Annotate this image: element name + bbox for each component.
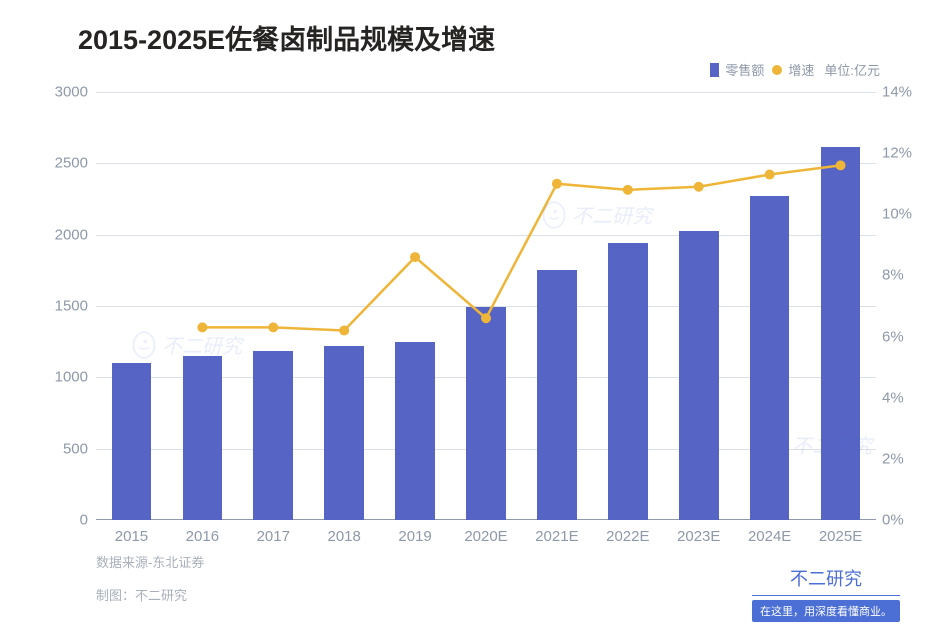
chart-footer: 数据来源-东北证券 制图：不二研究 [96,547,204,612]
x-tick-label: 2015 [115,528,148,545]
y-right-tick-label: 8% [882,267,928,284]
x-tick-label: 2021E [535,528,578,545]
legend: 零售额 增速 单位:亿元 [710,60,880,79]
x-tick-label: 2016 [186,528,219,545]
legend-item-line: 增速 [772,60,814,79]
y-left-tick-label: 1000 [44,369,88,386]
growth-line-marker [268,322,278,332]
x-tick-label: 2022E [606,528,649,545]
brand-name: 不二研究 [752,565,900,591]
chart-plot-area: 0500100015002000250030000%2%4%6%8%10%12%… [96,92,876,520]
y-left-tick-label: 0 [44,512,88,529]
y-right-tick-label: 12% [882,145,928,162]
x-tick-label: 2024E [748,528,791,545]
legend-swatch-bar [710,63,719,77]
y-left-tick-label: 2000 [44,226,88,243]
legend-unit: 单位:亿元 [824,60,880,79]
y-right-tick-label: 6% [882,328,928,345]
brand-tagline: 在这里，用深度看懂商业。 [752,600,900,622]
growth-line-marker [410,252,420,262]
x-tick-label: 2019 [398,528,431,545]
brand-box: 不二研究 在这里，用深度看懂商业。 [752,565,900,622]
legend-label-line: 增速 [788,60,814,79]
x-tick-label: 2020E [464,528,507,545]
legend-swatch-dot [772,65,782,75]
growth-line-marker [694,182,704,192]
y-left-tick-label: 1500 [44,298,88,315]
y-left-tick-label: 2500 [44,155,88,172]
x-tick-label: 2018 [327,528,360,545]
y-right-tick-label: 2% [882,450,928,467]
growth-line-marker [836,160,846,170]
y-right-tick-label: 10% [882,206,928,223]
legend-label-bar: 零售额 [725,60,764,79]
footer-source: 数据来源-东北证券 [96,547,204,580]
footer-creator: 制图：不二研究 [96,580,204,613]
y-right-tick-label: 0% [882,512,928,529]
growth-line [202,165,840,330]
growth-line-marker [552,179,562,189]
x-tick-label: 2023E [677,528,720,545]
y-right-tick-label: 14% [882,84,928,101]
growth-line-marker [623,185,633,195]
growth-line-marker [765,170,775,180]
y-right-tick-label: 4% [882,389,928,406]
line-series-svg [96,92,876,520]
y-left-tick-label: 500 [44,440,88,457]
y-left-tick-label: 3000 [44,84,88,101]
growth-line-marker [481,313,491,323]
growth-line-marker [339,325,349,335]
chart-title: 2015-2025E佐餐卤制品规模及增速 [78,18,495,57]
legend-item-bar: 零售额 [710,60,764,79]
brand-divider [752,595,900,596]
x-tick-label: 2017 [257,528,290,545]
x-tick-label: 2025E [819,528,862,545]
growth-line-marker [197,322,207,332]
